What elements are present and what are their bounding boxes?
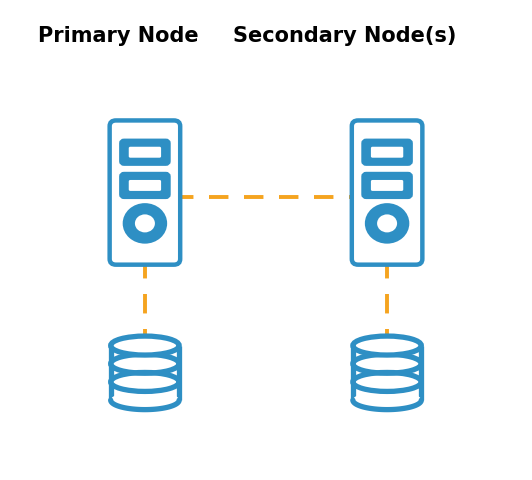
Circle shape bbox=[367, 205, 407, 241]
Polygon shape bbox=[111, 346, 179, 400]
Ellipse shape bbox=[111, 354, 179, 373]
FancyBboxPatch shape bbox=[352, 120, 422, 264]
FancyBboxPatch shape bbox=[121, 174, 169, 197]
FancyBboxPatch shape bbox=[363, 174, 411, 197]
Ellipse shape bbox=[353, 372, 421, 391]
Circle shape bbox=[125, 205, 165, 241]
Ellipse shape bbox=[111, 336, 179, 355]
Ellipse shape bbox=[111, 372, 179, 391]
Ellipse shape bbox=[111, 391, 179, 409]
FancyBboxPatch shape bbox=[129, 180, 161, 191]
FancyBboxPatch shape bbox=[121, 140, 169, 164]
Ellipse shape bbox=[353, 391, 421, 409]
Ellipse shape bbox=[353, 336, 421, 355]
Circle shape bbox=[135, 215, 155, 232]
FancyBboxPatch shape bbox=[129, 147, 161, 158]
FancyBboxPatch shape bbox=[371, 147, 403, 158]
FancyBboxPatch shape bbox=[363, 140, 411, 164]
Polygon shape bbox=[353, 346, 421, 400]
Text: Secondary Node(s): Secondary Node(s) bbox=[233, 26, 456, 46]
Ellipse shape bbox=[353, 354, 421, 373]
Text: Primary Node: Primary Node bbox=[38, 26, 199, 46]
FancyBboxPatch shape bbox=[110, 120, 180, 264]
FancyBboxPatch shape bbox=[371, 180, 403, 191]
Circle shape bbox=[377, 215, 397, 232]
